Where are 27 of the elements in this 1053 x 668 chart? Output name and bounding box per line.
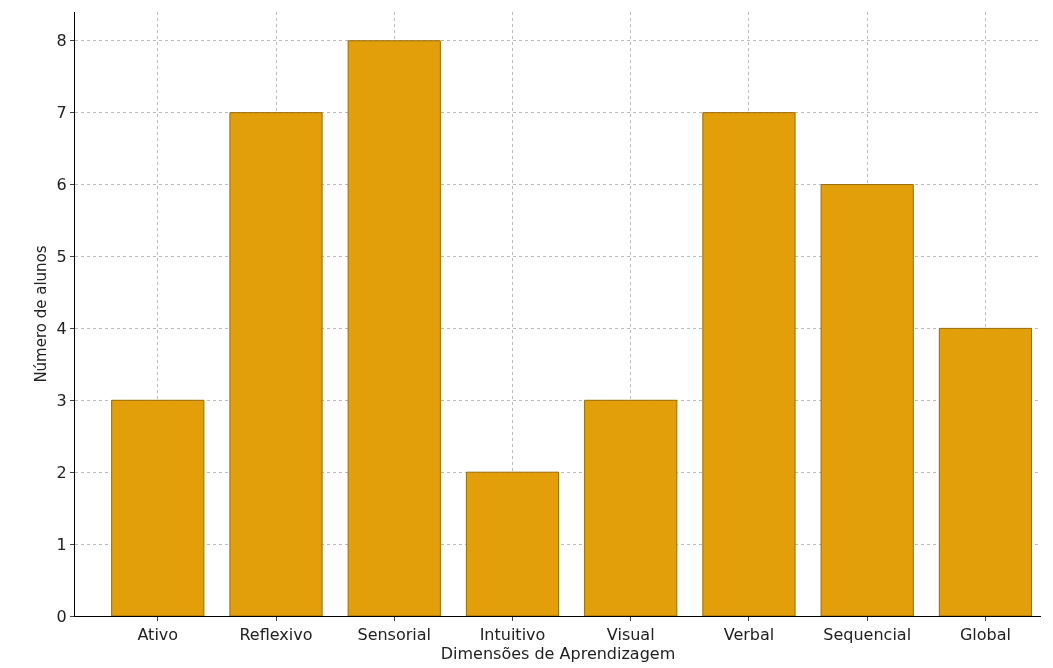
y-tick-label: 7: [56, 103, 67, 123]
y-tick-label: 3: [56, 390, 67, 410]
bar: [347, 40, 441, 616]
bar: [938, 327, 1033, 616]
x-tick-label: Sequencial: [823, 625, 912, 645]
y-axis-title: Número de alunos: [31, 245, 50, 383]
y-tick-label: 5: [56, 247, 67, 267]
y-tick-label: 6: [56, 175, 67, 195]
y-tick-label: 1: [56, 534, 67, 554]
y-tick-label: 2: [56, 462, 67, 482]
x-tick-label: Verbal: [723, 625, 775, 645]
bar: [584, 399, 678, 616]
bar: [820, 184, 914, 616]
y-tick-label: 8: [56, 31, 67, 51]
x-tick-label: Reflexivo: [239, 625, 313, 645]
y-tick-label: 4: [56, 318, 67, 338]
bar: [229, 112, 323, 616]
x-tick-label: Global: [959, 625, 1011, 645]
y-tick-label: 0: [56, 606, 67, 626]
x-axis-title: Dimensões de Aprendizagem: [440, 644, 676, 664]
bar: [702, 112, 796, 616]
x-tick-label: Ativo: [137, 625, 179, 645]
x-tick-label: Sensorial: [357, 625, 432, 645]
bar: [465, 471, 560, 616]
x-tick-label: Intuitivo: [479, 625, 546, 645]
x-tick-label: Visual: [606, 625, 655, 645]
bar: [111, 399, 205, 616]
